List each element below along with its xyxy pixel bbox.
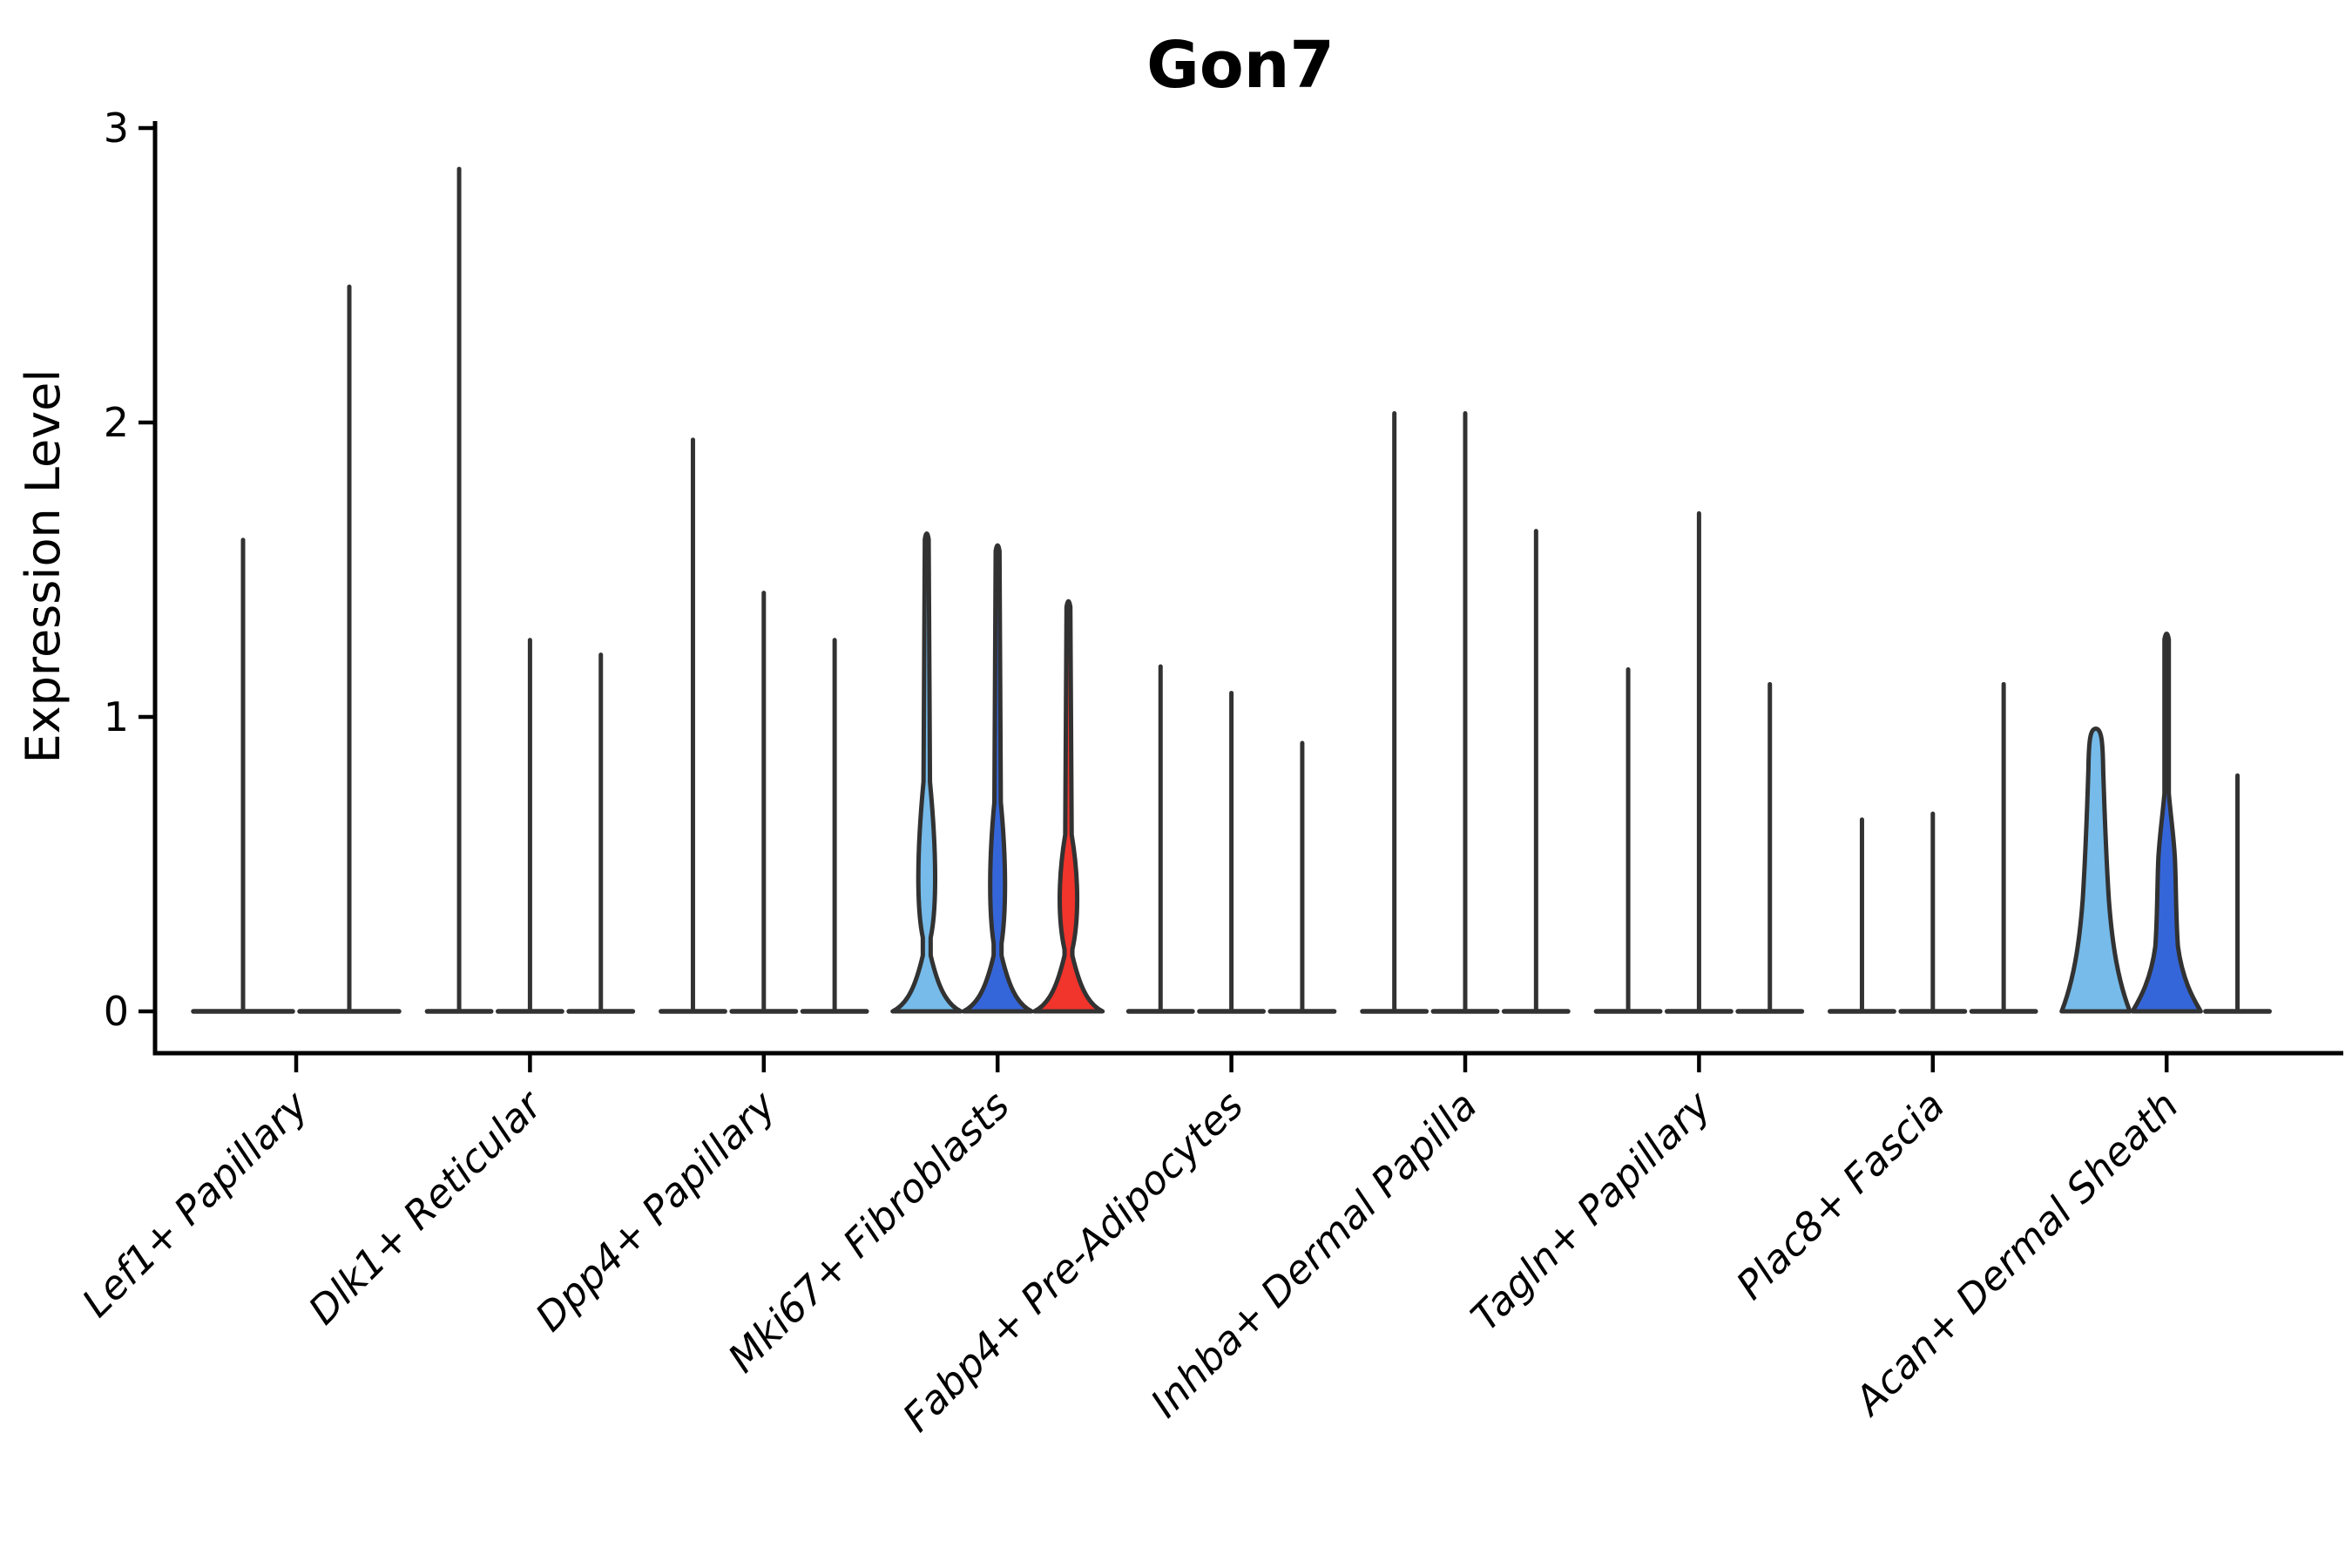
violin-acan-dermal-sheath-2 xyxy=(2130,631,2203,1014)
violin-acan-dermal-sheath-3 xyxy=(2203,773,2272,1014)
violin-fabp4-pre-adipocytes-3 xyxy=(1267,740,1337,1014)
violin-tagln-papillary-3 xyxy=(1735,681,1805,1014)
y-tick-label: 1 xyxy=(104,693,129,740)
violin-lef1-papillary-2 xyxy=(297,284,402,1014)
violin-tagln-papillary-2 xyxy=(1664,510,1734,1014)
violin-body xyxy=(961,543,1034,1014)
chart-title: Gon7 xyxy=(1146,28,1335,103)
x-category-label-tagln-papillary: Tagln+ Papillary xyxy=(1462,1081,1720,1340)
violin-dpp4-papillary-1 xyxy=(659,437,727,1014)
y-tick-label: 0 xyxy=(104,988,129,1035)
violin-body xyxy=(1031,598,1105,1014)
violin-mki67-fibroblasts-2 xyxy=(961,543,1034,1014)
violin-body xyxy=(2130,631,2203,1014)
x-category-label-lef1-papillary: Lef1+ Papillary xyxy=(73,1081,318,1326)
violin-dpp4-papillary-3 xyxy=(800,638,869,1014)
violin-tagln-papillary-1 xyxy=(1593,667,1663,1014)
violin-mki67-fibroblasts-1 xyxy=(890,531,963,1014)
violin-inhba-dermal-papilla-2 xyxy=(1430,410,1500,1014)
violin-lef1-papillary-1 xyxy=(191,537,295,1014)
x-category-label-plac8-fascia: Plac8+ Fascia xyxy=(1727,1082,1954,1308)
violin-plac8-fascia-2 xyxy=(1898,811,1968,1014)
violin-inhba-dermal-papilla-1 xyxy=(1360,410,1429,1014)
violin-plac8-fascia-3 xyxy=(1969,681,2038,1014)
violin-body xyxy=(890,531,963,1014)
violin-fabp4-pre-adipocytes-2 xyxy=(1197,691,1267,1014)
violin-dlk1-reticular-3 xyxy=(566,652,636,1014)
x-category-label-dpp4-papillary: Dpp4+ Papillary xyxy=(526,1081,785,1340)
y-tick-label: 3 xyxy=(104,105,129,152)
violin-fabp4-pre-adipocytes-1 xyxy=(1125,664,1195,1014)
violin-acan-dermal-sheath-1 xyxy=(2059,727,2132,1014)
violin-dpp4-papillary-2 xyxy=(729,591,799,1014)
violin-mki67-fibroblasts-3 xyxy=(1031,598,1105,1014)
y-tick-label: 2 xyxy=(104,399,129,446)
violin-plac8-fascia-1 xyxy=(1828,817,1896,1014)
violin-dlk1-reticular-2 xyxy=(495,638,564,1014)
violins xyxy=(191,166,2272,1014)
violin-body xyxy=(2059,727,2132,1014)
axes xyxy=(139,121,2343,1072)
violin-dlk1-reticular-1 xyxy=(424,166,494,1014)
y-axis-label: Expression Level xyxy=(16,369,71,764)
x-category-label-dlk1-reticular: Dlk1+ Reticular xyxy=(300,1081,552,1334)
violin-inhba-dermal-papilla-3 xyxy=(1501,529,1571,1014)
